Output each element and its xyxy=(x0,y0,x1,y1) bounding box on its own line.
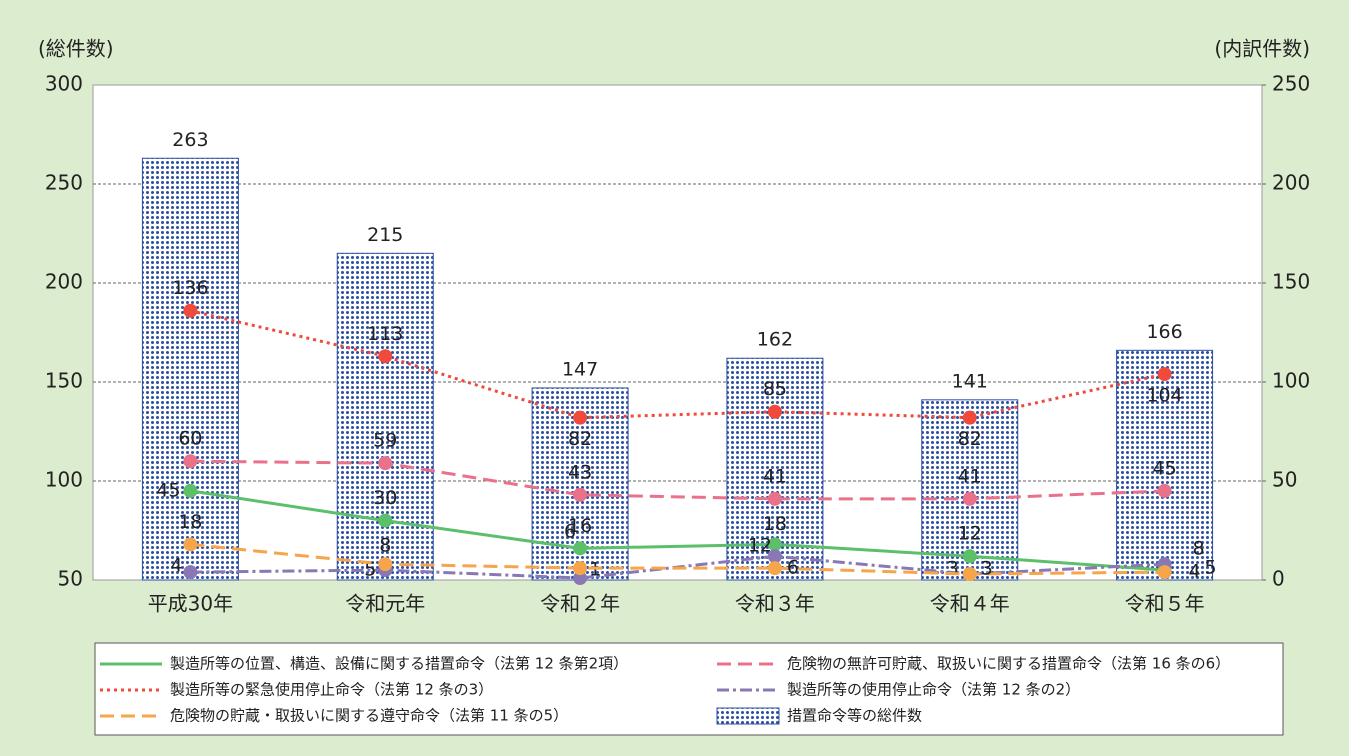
plot-area xyxy=(92,84,1263,581)
point xyxy=(378,349,393,364)
point-value-label: 85 xyxy=(763,378,787,400)
y2-tick-label: 250 xyxy=(1272,72,1310,96)
point-value-label: 6 xyxy=(564,521,576,543)
point-value-label: 82 xyxy=(568,428,592,450)
point xyxy=(378,513,393,528)
bar-value-label: 141 xyxy=(952,370,988,392)
bar-value-label: 162 xyxy=(757,329,793,351)
y-tick-label: 300 xyxy=(45,72,83,96)
point xyxy=(183,483,198,498)
point xyxy=(378,557,393,572)
y2-tick-label: 150 xyxy=(1272,270,1310,294)
point-value-label: 41 xyxy=(958,465,982,487)
point xyxy=(767,549,782,564)
point xyxy=(962,410,977,425)
point-value-label: 45 xyxy=(1152,457,1176,479)
bar-value-label: 166 xyxy=(1146,321,1182,343)
point xyxy=(767,491,782,506)
point xyxy=(573,571,588,586)
point xyxy=(767,537,782,552)
point-value-label: 60 xyxy=(178,428,202,450)
point xyxy=(378,456,393,471)
point xyxy=(767,404,782,419)
point xyxy=(573,410,588,425)
legend-label: 製造所等の位置、構造、設備に関する措置命令（法第 12 条第2項） xyxy=(170,655,628,673)
point xyxy=(962,491,977,506)
point-value-label: 82 xyxy=(958,428,982,450)
point-value-label: 41 xyxy=(763,465,787,487)
point-value-label: 12 xyxy=(748,535,772,557)
point xyxy=(573,541,588,556)
x-tick-label: 令和３年 xyxy=(735,592,815,616)
y-tick-label: 50 xyxy=(58,567,83,591)
point-value-label: 3 xyxy=(981,558,993,580)
x-tick-label: 令和４年 xyxy=(930,592,1010,616)
point-value-label: 113 xyxy=(367,323,403,345)
point-value-label: 104 xyxy=(1146,385,1182,407)
y2-tick-label: 100 xyxy=(1272,369,1310,393)
point-value-label: 43 xyxy=(568,461,592,483)
x-tick-label: 令和２年 xyxy=(540,592,620,616)
legend-label: 危険物の貯蔵・取扱いに関する遵守命令（法第 11 条の5） xyxy=(170,707,568,725)
y2-tick-label: 200 xyxy=(1272,171,1310,195)
x-tick-label: 平成30年 xyxy=(148,592,233,616)
point xyxy=(962,549,977,564)
point xyxy=(1157,483,1172,498)
y2-tick-label: 50 xyxy=(1272,468,1297,492)
point-value-label: 4 xyxy=(1189,561,1201,583)
point-value-label: 45 xyxy=(156,479,180,501)
point-value-label: 18 xyxy=(178,511,202,533)
legend-swatch xyxy=(716,707,780,725)
y2-axis-label: (内訳件数) xyxy=(1214,37,1310,61)
legend-items: 製造所等の位置、構造、設備に関する措置命令（法第 12 条第2項） 危険物の無許可… xyxy=(100,655,1230,725)
point-value-label: 6 xyxy=(787,557,799,579)
legend-label: 危険物の無許可貯蔵、取扱いに関する措置命令（法第 16 条の6） xyxy=(787,655,1230,673)
point xyxy=(183,303,198,318)
line xyxy=(190,489,1165,572)
point xyxy=(1157,565,1172,580)
y2-tick-label: 0 xyxy=(1272,567,1285,591)
bar xyxy=(1116,349,1214,581)
y-tick-label: 100 xyxy=(45,468,83,492)
point-value-label: 5 xyxy=(364,559,376,581)
line xyxy=(190,542,1165,576)
legend-label: 措置命令等の総件数 xyxy=(787,707,922,725)
x-tick-label: 令和元年 xyxy=(345,592,425,616)
point xyxy=(573,487,588,502)
point-value-label: 4 xyxy=(170,555,182,577)
y-axis-label: (総件数) xyxy=(38,37,114,61)
y-tick-label: 250 xyxy=(45,171,83,195)
legend-label: 製造所等の使用停止命令（法第 12 条の2） xyxy=(787,681,1080,699)
legend xyxy=(94,642,1284,736)
point-value-label: 30 xyxy=(373,487,397,509)
point xyxy=(1157,367,1172,382)
line xyxy=(190,309,1165,420)
point-value-label: 12 xyxy=(958,523,982,545)
point-value-label: 5 xyxy=(1205,557,1217,579)
point xyxy=(183,565,198,580)
bar-value-label: 263 xyxy=(172,129,208,151)
point xyxy=(573,561,588,576)
point xyxy=(183,537,198,552)
bar xyxy=(336,252,434,581)
y-tick-label: 150 xyxy=(45,369,83,393)
x-tick-label: 令和５年 xyxy=(1125,592,1205,616)
point xyxy=(767,561,782,576)
bar-value-label: 147 xyxy=(562,358,598,380)
point xyxy=(962,567,977,582)
line xyxy=(190,459,1165,501)
point-value-label: 59 xyxy=(373,430,397,452)
point-value-label: 8 xyxy=(379,535,391,557)
legend-label: 製造所等の緊急使用停止命令（法第 12 条の3） xyxy=(170,681,493,699)
bar-value-label: 215 xyxy=(367,224,403,246)
point-value-label: 3 xyxy=(947,558,959,580)
point-value-label: 18 xyxy=(763,513,787,535)
point-value-label: 16 xyxy=(568,515,592,537)
point-value-label: 8 xyxy=(1193,538,1205,560)
bar xyxy=(141,157,239,581)
y-tick-label: 200 xyxy=(45,270,83,294)
point xyxy=(183,454,198,469)
point-value-label: 136 xyxy=(172,277,208,299)
